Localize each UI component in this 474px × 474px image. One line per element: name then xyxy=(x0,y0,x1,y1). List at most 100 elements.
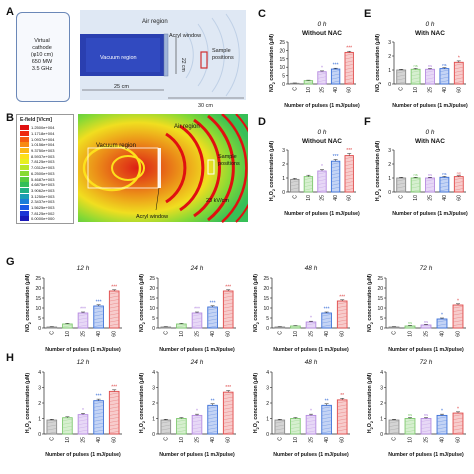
bar-hatch xyxy=(411,189,420,192)
bar-hatch xyxy=(453,431,463,434)
bar xyxy=(439,176,450,193)
y-tick-label: 15 xyxy=(263,296,269,302)
significance-label: ns xyxy=(424,319,428,324)
bar-hatch xyxy=(345,81,353,84)
bar-hatch xyxy=(331,183,340,186)
x-tick-label: 10 xyxy=(179,331,185,337)
y-tick-label: 3 xyxy=(282,148,285,154)
x-axis-label: Number of pulses (1 mJ/pulse) xyxy=(392,211,468,217)
bar-hatch xyxy=(304,188,313,191)
significance-label: * xyxy=(458,55,460,61)
bar-hatch xyxy=(337,429,347,432)
significance-label: ns xyxy=(457,170,461,175)
y-tick-label: 2 xyxy=(380,401,383,407)
chart-title: 24 h xyxy=(190,265,204,272)
bar-hatch xyxy=(345,160,353,163)
y-axis-label-sub: 2 xyxy=(142,322,146,324)
bar-hatch xyxy=(192,427,202,430)
significance-label: * xyxy=(457,406,459,412)
bar-hatch xyxy=(109,320,119,323)
x-axis-label: Number of pulses (1 mJ/pulse) xyxy=(273,452,349,458)
efield-legend-row: 9.3750e+003 xyxy=(20,148,73,154)
bar-hatch xyxy=(192,324,202,327)
bar-hatch xyxy=(397,74,406,77)
chart-title: 48 h xyxy=(305,265,318,272)
significance-label: * xyxy=(310,409,312,415)
bar-hatch xyxy=(291,187,299,190)
bar-hatch xyxy=(345,71,353,74)
y-axis-label-sub: 2 xyxy=(28,322,32,324)
bar-hatch xyxy=(291,184,299,187)
efield-legend-row: 1.0937e+004 xyxy=(20,136,73,142)
x-tick-label: 60 xyxy=(112,331,118,337)
bar-hatch xyxy=(337,422,347,425)
bar-hatch xyxy=(208,413,217,416)
x-tick-label: C xyxy=(399,87,405,91)
bar-hatch xyxy=(397,78,406,81)
bar xyxy=(207,404,218,435)
y-tick-label: 3 xyxy=(152,386,155,392)
bar-hatch xyxy=(437,416,447,419)
x-tick-label: 10 xyxy=(306,195,312,201)
y-tick-label: 3 xyxy=(266,386,269,392)
y-axis-label-sub: 2 xyxy=(370,322,374,324)
bar-hatch xyxy=(337,312,347,315)
bar-hatch xyxy=(454,177,463,180)
efield-legend-swatch xyxy=(20,204,29,210)
y-axis-label-rest: O xyxy=(139,423,145,427)
bar-hatch xyxy=(397,189,406,192)
efield-legend-swatch xyxy=(20,216,29,222)
x-tick-label: 60 xyxy=(340,331,346,337)
bar-hatch xyxy=(223,428,233,431)
efield-legend-swatch xyxy=(20,170,29,176)
x-tick-label: 10 xyxy=(413,87,419,93)
significance-label: *** xyxy=(225,385,231,391)
bar-hatch xyxy=(411,74,420,76)
y-tick-label: 4 xyxy=(380,370,383,376)
y-axis-label-rest: O xyxy=(253,423,259,427)
significance-label: ns xyxy=(428,63,432,68)
bar-hatch xyxy=(78,429,88,432)
significance-label: * xyxy=(441,313,443,319)
bar-hatch xyxy=(318,179,326,182)
significance-label: * xyxy=(321,164,323,170)
bar-hatch xyxy=(331,73,340,76)
y-axis-label-rest2: concentration (μM) xyxy=(367,373,373,421)
y-tick-label: 2 xyxy=(152,401,155,407)
bar-hatch xyxy=(223,309,233,312)
bar-hatch xyxy=(337,309,347,312)
efield-legend-swatch xyxy=(20,159,29,165)
panel-letter-e: E xyxy=(364,8,372,20)
bar xyxy=(290,82,300,85)
y-tick-label: 0 xyxy=(388,190,391,196)
y-tick-label: 2 xyxy=(388,162,391,168)
efield-legend-swatch xyxy=(20,187,29,193)
bar-hatch xyxy=(94,307,103,310)
bar-hatch xyxy=(291,180,299,183)
x-axis-label: Number of pulses (1 mJ/pulse) xyxy=(284,211,360,217)
significance-label: *** xyxy=(225,284,231,290)
bar-hatch xyxy=(337,319,347,322)
significance-label: *** xyxy=(324,307,330,313)
x-tick-label: C xyxy=(163,437,169,441)
bar-hatch xyxy=(192,317,202,320)
x-tick-label: 40 xyxy=(333,195,339,201)
bar-hatch xyxy=(109,299,119,302)
chart-title: 72 h xyxy=(420,265,433,272)
panel-b-efield-map: Vacuum region Air region Sample position… xyxy=(78,114,248,223)
y-axis-label-rest: concentration (μM) xyxy=(367,274,373,322)
y-axis-label: H2O2 concentration (μM) xyxy=(253,373,260,433)
y-axis-label-rest: O xyxy=(375,191,381,195)
bar xyxy=(453,176,464,193)
y-tick-label: 4 xyxy=(152,370,155,376)
significance-label: *** xyxy=(96,394,102,400)
bar-hatch xyxy=(291,426,300,429)
y-tick-label: 4 xyxy=(266,370,269,376)
x-axis-label: Number of pulses (1 mJ/pulse) xyxy=(159,347,235,353)
y-tick-label: 20 xyxy=(149,286,155,292)
bar-hatch xyxy=(397,182,406,185)
bar-hatch xyxy=(109,417,119,420)
x-tick-label: 10 xyxy=(293,331,299,337)
